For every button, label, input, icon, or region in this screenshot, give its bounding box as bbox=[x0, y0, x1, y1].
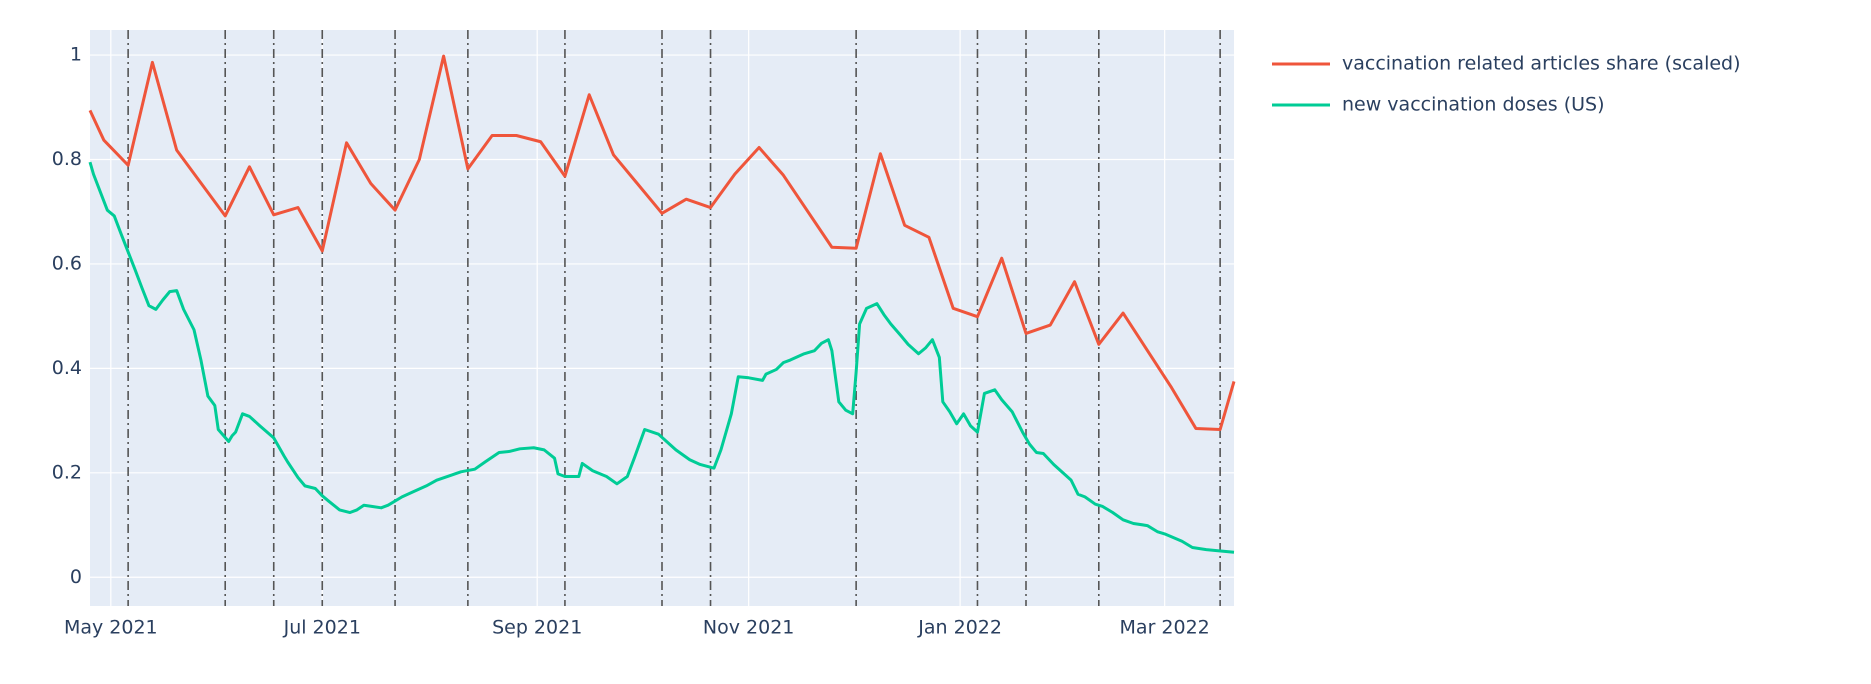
series-line bbox=[88, 54, 1236, 431]
x-tick-label: Mar 2022 bbox=[1120, 617, 1210, 639]
series-line bbox=[88, 161, 1235, 554]
y-tick-label: 0 bbox=[70, 566, 82, 588]
x-tick-label: Jan 2022 bbox=[917, 617, 1002, 639]
x-tick-label: May 2021 bbox=[64, 617, 158, 639]
x-tick-label: Nov 2021 bbox=[703, 617, 794, 639]
legend-item: vaccination related articles share (scal… bbox=[1272, 53, 1741, 75]
x-tick-label: Jul 2021 bbox=[283, 617, 361, 639]
legend-label: vaccination related articles share (scal… bbox=[1342, 53, 1741, 75]
y-tick-label: 0.2 bbox=[52, 461, 82, 483]
y-tick-label: 0.8 bbox=[52, 148, 82, 170]
y-tick-label: 0.4 bbox=[52, 357, 82, 379]
y-tick-label: 0.6 bbox=[52, 252, 82, 274]
y-tick-label: 1 bbox=[70, 44, 82, 66]
legend-label: new vaccination doses (US) bbox=[1342, 94, 1605, 116]
x-tick-label: Sep 2021 bbox=[492, 617, 582, 639]
legend-item: new vaccination doses (US) bbox=[1272, 94, 1605, 116]
